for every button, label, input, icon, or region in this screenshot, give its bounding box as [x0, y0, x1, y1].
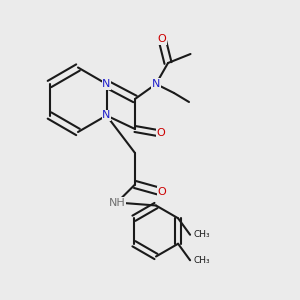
Text: O: O — [158, 187, 166, 197]
Text: N: N — [102, 110, 111, 121]
Text: CH₃: CH₃ — [193, 256, 210, 265]
Text: N: N — [102, 79, 111, 89]
Text: CH₃: CH₃ — [193, 230, 210, 239]
Text: NH: NH — [109, 197, 125, 208]
Text: N: N — [152, 79, 160, 89]
Text: O: O — [158, 34, 166, 44]
Text: O: O — [156, 128, 165, 139]
